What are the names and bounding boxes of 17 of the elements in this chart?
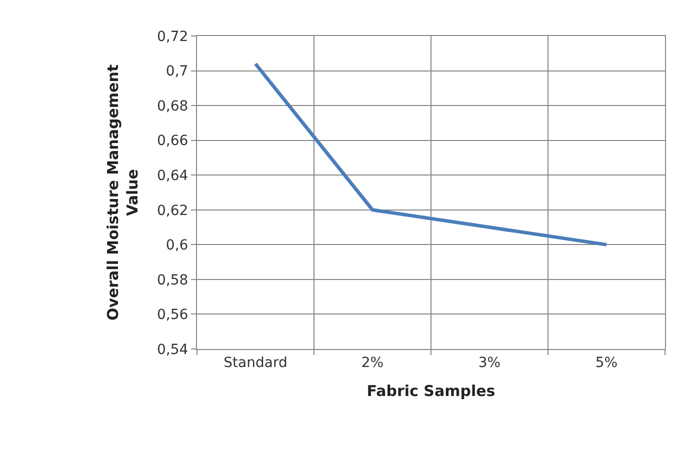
y-tick-label: 0,66	[157, 133, 188, 150]
y-tick-label: 0,64	[157, 168, 188, 184]
y-tick-label: 0,72	[157, 28, 188, 45]
y-tick-label: 0,54	[157, 342, 188, 358]
x-tick-label: 5%	[595, 354, 618, 371]
x-tick-label: Standard	[224, 354, 288, 371]
x-tick-label: 2%	[361, 354, 384, 371]
y-axis-title: Overall Moisture Management Value	[104, 64, 142, 321]
y-tick-label: 0,62	[157, 202, 188, 219]
x-axis-title: Fabric Samples	[366, 382, 496, 400]
x-tick-label: 3%	[478, 354, 501, 371]
y-tick-label: 0,58	[157, 272, 188, 288]
y-tick-label: 0,6	[166, 238, 188, 254]
y-tick-label: 0,68	[157, 98, 188, 114]
line-series	[254, 62, 608, 246]
y-tick-label: 0,7	[166, 64, 188, 80]
y-tick-label: 0,56	[157, 307, 188, 324]
